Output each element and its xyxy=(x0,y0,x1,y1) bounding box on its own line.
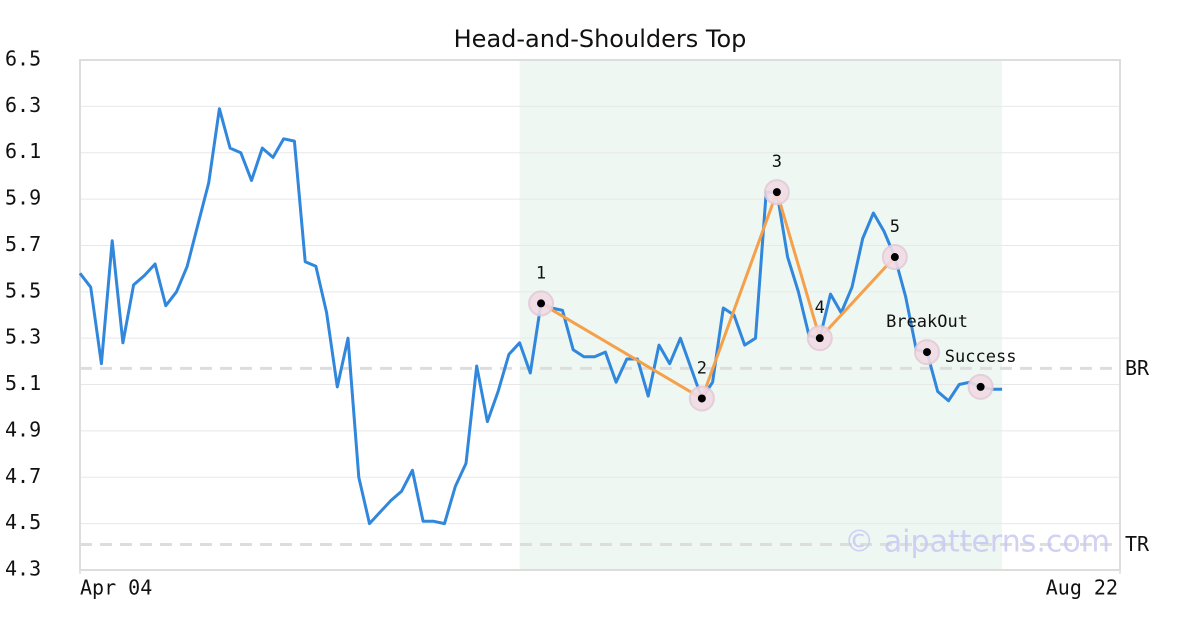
pattern-point xyxy=(923,348,932,357)
y-tick-label: 5.5 xyxy=(5,278,41,302)
level-label: BR xyxy=(1125,356,1150,380)
y-tick-label: 4.3 xyxy=(5,557,41,581)
watermark: © aipatterns.com xyxy=(844,525,1110,560)
y-tick-label: 5.7 xyxy=(5,232,41,256)
point-label: Success xyxy=(945,347,1017,367)
pattern-region xyxy=(519,60,1003,570)
chart-title: Head-and-Shoulders Top xyxy=(454,25,747,53)
point-label: 3 xyxy=(772,152,782,172)
pattern-point xyxy=(697,394,706,403)
y-tick-label: 4.5 xyxy=(5,510,41,534)
point-label: 1 xyxy=(536,263,546,283)
y-tick-label: 4.7 xyxy=(5,464,41,488)
point-label: 4 xyxy=(815,298,825,318)
pattern-point xyxy=(772,188,781,197)
pattern-point xyxy=(815,334,824,343)
y-tick-label: 4.9 xyxy=(5,417,41,441)
pattern-point xyxy=(890,253,899,262)
point-label: 5 xyxy=(890,217,900,237)
y-tick-label: 5.1 xyxy=(5,371,41,395)
plot-frame xyxy=(79,59,1121,571)
x-tick-label: Apr 04 xyxy=(80,576,152,600)
level-label: TR xyxy=(1125,532,1150,556)
y-tick-label: 6.1 xyxy=(5,139,41,163)
pattern-point xyxy=(537,299,546,308)
y-tick-label: 5.9 xyxy=(5,186,41,210)
y-tick-label: 6.3 xyxy=(5,93,41,117)
point-label: BreakOut xyxy=(886,312,968,332)
y-tick-label: 6.5 xyxy=(5,47,41,71)
pattern-point xyxy=(976,382,985,391)
point-label: 2 xyxy=(697,358,707,378)
x-tick-label: Aug 22 xyxy=(1046,576,1118,600)
y-tick-label: 5.3 xyxy=(5,325,41,349)
